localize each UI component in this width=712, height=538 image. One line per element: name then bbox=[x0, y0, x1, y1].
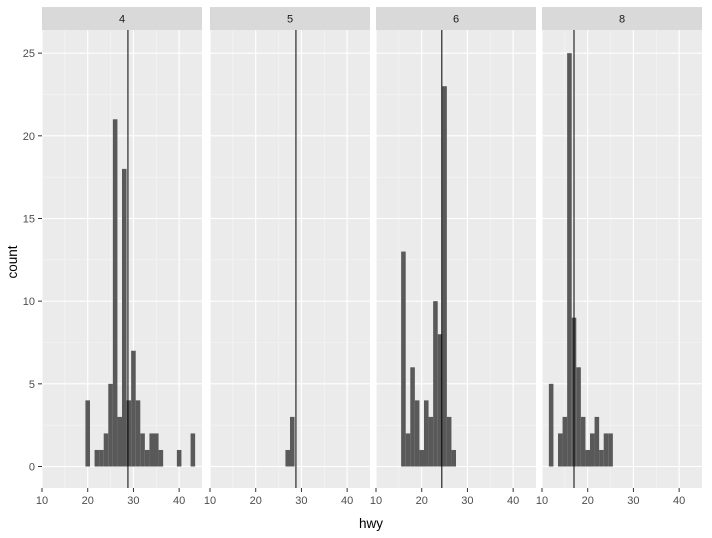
histogram-bar bbox=[144, 449, 150, 467]
y-tick-label: 0 bbox=[29, 462, 35, 474]
facet-panels: 4 10 20 30 40 5 10 20 30 40 6 10 20 30 40 8 10 20 30 40 bbox=[36, 7, 702, 507]
histogram-bar bbox=[158, 449, 164, 467]
histogram-bar bbox=[433, 301, 438, 467]
histogram-bar bbox=[405, 433, 411, 467]
histogram-bar bbox=[290, 416, 295, 467]
y-tick-label: 10 bbox=[23, 296, 35, 308]
histogram-bar bbox=[140, 433, 145, 467]
histogram-bar bbox=[424, 400, 429, 467]
histogram-bar bbox=[446, 416, 452, 467]
y-axis: 0 5 10 15 20 25 bbox=[23, 48, 42, 474]
histogram-bar bbox=[580, 416, 586, 467]
histogram-bar bbox=[594, 416, 600, 467]
x-tick-label: 30 bbox=[127, 495, 139, 507]
histogram-bar bbox=[154, 433, 159, 467]
histogram-bar bbox=[567, 53, 572, 467]
x-tick-label: 20 bbox=[416, 495, 428, 507]
histogram-bar bbox=[428, 416, 434, 467]
histogram-bar bbox=[126, 400, 132, 467]
x-tick-label: 20 bbox=[582, 495, 594, 507]
histogram-bar bbox=[608, 433, 613, 467]
histogram-bar bbox=[122, 168, 127, 467]
x-tick-label: 20 bbox=[82, 495, 94, 507]
y-tick-label: 20 bbox=[23, 131, 35, 143]
facet-strip-label: 6 bbox=[453, 14, 459, 26]
x-tick-label: 20 bbox=[250, 495, 262, 507]
histogram-bar bbox=[548, 383, 554, 467]
x-axis-title: hwy bbox=[359, 516, 383, 531]
x-tick-label: 30 bbox=[295, 495, 307, 507]
histogram-bar bbox=[85, 400, 90, 467]
histogram-bar bbox=[590, 433, 595, 467]
histogram-bar bbox=[117, 416, 122, 467]
histogram-bar bbox=[562, 416, 568, 467]
facet-strip-label: 5 bbox=[287, 14, 293, 26]
histogram-bar bbox=[149, 433, 154, 467]
histogram-bar bbox=[603, 433, 609, 467]
y-tick-label: 25 bbox=[23, 48, 35, 60]
histogram-bar bbox=[176, 449, 182, 467]
histogram-bar bbox=[112, 119, 118, 467]
facet-panel-8: 8 10 20 30 40 bbox=[536, 7, 702, 507]
facet-strip bbox=[210, 7, 370, 30]
x-tick-label: 40 bbox=[507, 495, 519, 507]
x-tick-label: 30 bbox=[461, 495, 473, 507]
histogram-bar bbox=[414, 400, 420, 467]
facet-strip bbox=[376, 7, 536, 30]
histogram-bar bbox=[190, 433, 196, 467]
histogram-bar bbox=[285, 449, 290, 467]
x-tick-label: 10 bbox=[370, 495, 382, 507]
panel-background bbox=[210, 30, 370, 488]
x-tick-label: 10 bbox=[536, 495, 548, 507]
histogram-bar bbox=[442, 86, 447, 467]
histogram-bar bbox=[599, 449, 604, 467]
histogram-bar bbox=[131, 350, 136, 467]
facet-strip-label: 4 bbox=[119, 14, 125, 26]
histogram-bar bbox=[410, 367, 415, 467]
histogram-bar bbox=[99, 449, 104, 467]
y-axis-title: count bbox=[5, 245, 20, 278]
histogram-bar bbox=[576, 367, 581, 467]
histogram-bar bbox=[419, 449, 424, 467]
facet-panel-5: 5 10 20 30 40 bbox=[204, 7, 370, 507]
histogram-bar bbox=[103, 433, 109, 467]
panel-background bbox=[376, 30, 536, 488]
histogram-bar bbox=[108, 383, 113, 467]
x-tick-label: 10 bbox=[204, 495, 216, 507]
histogram-bar bbox=[437, 334, 443, 467]
x-tick-label: 40 bbox=[173, 495, 185, 507]
histogram-bar bbox=[558, 433, 563, 467]
y-tick-label: 5 bbox=[29, 379, 35, 391]
facet-strip bbox=[542, 7, 702, 30]
x-tick-label: 40 bbox=[673, 495, 685, 507]
facet-panel-4: 4 10 20 30 40 bbox=[36, 7, 202, 507]
y-tick-label: 15 bbox=[23, 213, 35, 225]
histogram-bar bbox=[585, 449, 590, 467]
histogram-bar bbox=[451, 449, 456, 467]
histogram-bar bbox=[135, 400, 141, 467]
x-tick-label: 40 bbox=[341, 495, 353, 507]
facet-strip bbox=[42, 7, 202, 30]
facet-panel-6: 6 10 20 30 40 bbox=[370, 7, 536, 507]
x-tick-label: 30 bbox=[627, 495, 639, 507]
x-tick-label: 10 bbox=[36, 495, 48, 507]
facet-strip-label: 8 bbox=[619, 14, 625, 26]
histogram-bar bbox=[401, 251, 406, 467]
histogram-bar bbox=[94, 449, 100, 467]
